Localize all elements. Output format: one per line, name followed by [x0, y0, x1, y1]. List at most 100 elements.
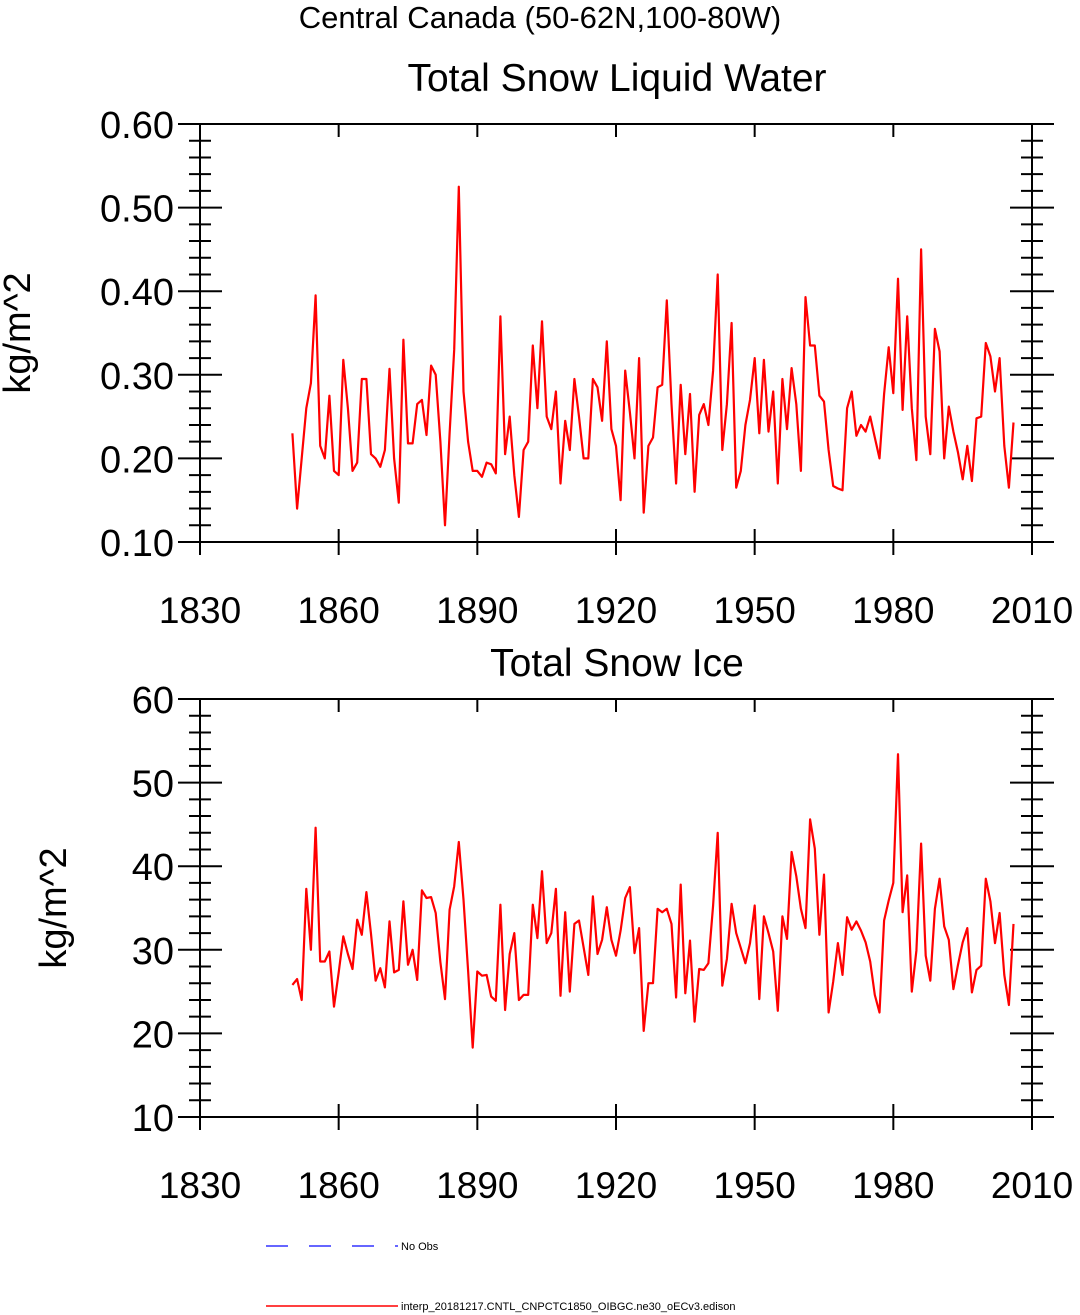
ticks: [178, 698, 1054, 1130]
data-point: [841, 489, 843, 491]
data-point: [555, 391, 557, 393]
data-point: [416, 979, 418, 981]
y-tick-label: 40: [132, 847, 174, 889]
data-point: [319, 445, 321, 447]
y-tick-label: 20: [132, 1014, 174, 1056]
data-point: [425, 434, 427, 436]
y-tick-label: 0.20: [100, 439, 174, 481]
data-point: [513, 474, 515, 476]
data-point: [449, 432, 451, 434]
data-point: [860, 930, 862, 932]
data-point: [670, 403, 672, 405]
data-point: [772, 950, 774, 952]
data-point: [902, 911, 904, 913]
data-point: [878, 1012, 880, 1014]
data-point: [296, 508, 298, 510]
data-point: [532, 345, 534, 347]
data-point: [375, 457, 377, 459]
data-point: [324, 961, 326, 963]
data-point: [717, 832, 719, 834]
legend-label-no-obs: No Obs: [401, 1241, 439, 1253]
data-point: [795, 403, 797, 405]
data-point: [786, 428, 788, 430]
data-point: [823, 874, 825, 876]
data-point: [925, 955, 927, 957]
data-point: [915, 950, 917, 952]
data-point: [509, 416, 511, 418]
data-point: [453, 349, 455, 351]
data-point: [601, 939, 603, 941]
data-point: [661, 911, 663, 913]
data-point: [569, 449, 571, 451]
y-tick-label: 0.40: [100, 272, 174, 314]
data-point: [814, 848, 816, 850]
data-point: [643, 512, 645, 514]
data-point: [994, 942, 996, 944]
data-point: [315, 294, 317, 296]
data-point: [647, 445, 649, 447]
data-point: [486, 974, 488, 976]
data-point: [532, 904, 534, 906]
data-point: [832, 981, 834, 983]
data-point: [296, 978, 298, 980]
y-tick-label: 30: [132, 931, 174, 973]
data-point: [370, 453, 372, 455]
data-point: [781, 378, 783, 380]
data-point: [795, 875, 797, 877]
data-point: [832, 485, 834, 487]
data-point: [435, 374, 437, 376]
data-point: [356, 919, 358, 921]
data-point: [398, 969, 400, 971]
data-point: [472, 1047, 474, 1049]
data-point: [985, 878, 987, 880]
data-point: [939, 350, 941, 352]
data-point: [855, 435, 857, 437]
data-point: [976, 417, 978, 419]
data-point: [666, 908, 668, 910]
data-point: [897, 278, 899, 280]
data-point: [527, 441, 529, 443]
data-point: [837, 487, 839, 489]
data-point: [620, 499, 622, 501]
data-point: [338, 474, 340, 476]
y-tick-label: 60: [132, 680, 174, 722]
data-point: [393, 457, 395, 459]
x-tick-label: 1980: [852, 590, 934, 631]
data-point: [846, 407, 848, 409]
data-point: [328, 395, 330, 397]
data-point: [490, 463, 492, 465]
data-point: [564, 911, 566, 913]
data-point: [476, 470, 478, 472]
data-point: [444, 524, 446, 526]
data-point: [911, 991, 913, 993]
x-tick-label: 1830: [159, 1165, 241, 1206]
data-point: [948, 406, 950, 408]
data-point: [888, 346, 890, 348]
data-point: [962, 941, 964, 943]
data-point: [495, 1000, 497, 1002]
data-point: [467, 441, 469, 443]
data-point: [888, 899, 890, 901]
data-point: [971, 991, 973, 993]
data-point: [966, 927, 968, 929]
data-point: [892, 882, 894, 884]
data-point: [920, 248, 922, 250]
y-tick-label: 0.60: [100, 105, 174, 147]
data-point: [735, 932, 737, 934]
data-point: [504, 1009, 506, 1011]
data-point: [523, 449, 525, 451]
data-point: [707, 962, 709, 964]
data-point: [643, 1030, 645, 1032]
data-point: [384, 986, 386, 988]
data-point: [587, 457, 589, 459]
y-tick-label: 0.10: [100, 523, 174, 565]
data-point: [805, 927, 807, 929]
data-point: [291, 432, 293, 434]
data-point: [370, 933, 372, 935]
data-point: [333, 1006, 335, 1008]
figure-title: Central Canada (50-62N,100-80W): [299, 0, 781, 35]
data-point: [657, 386, 659, 388]
data-point: [467, 970, 469, 972]
data-point: [948, 939, 950, 941]
